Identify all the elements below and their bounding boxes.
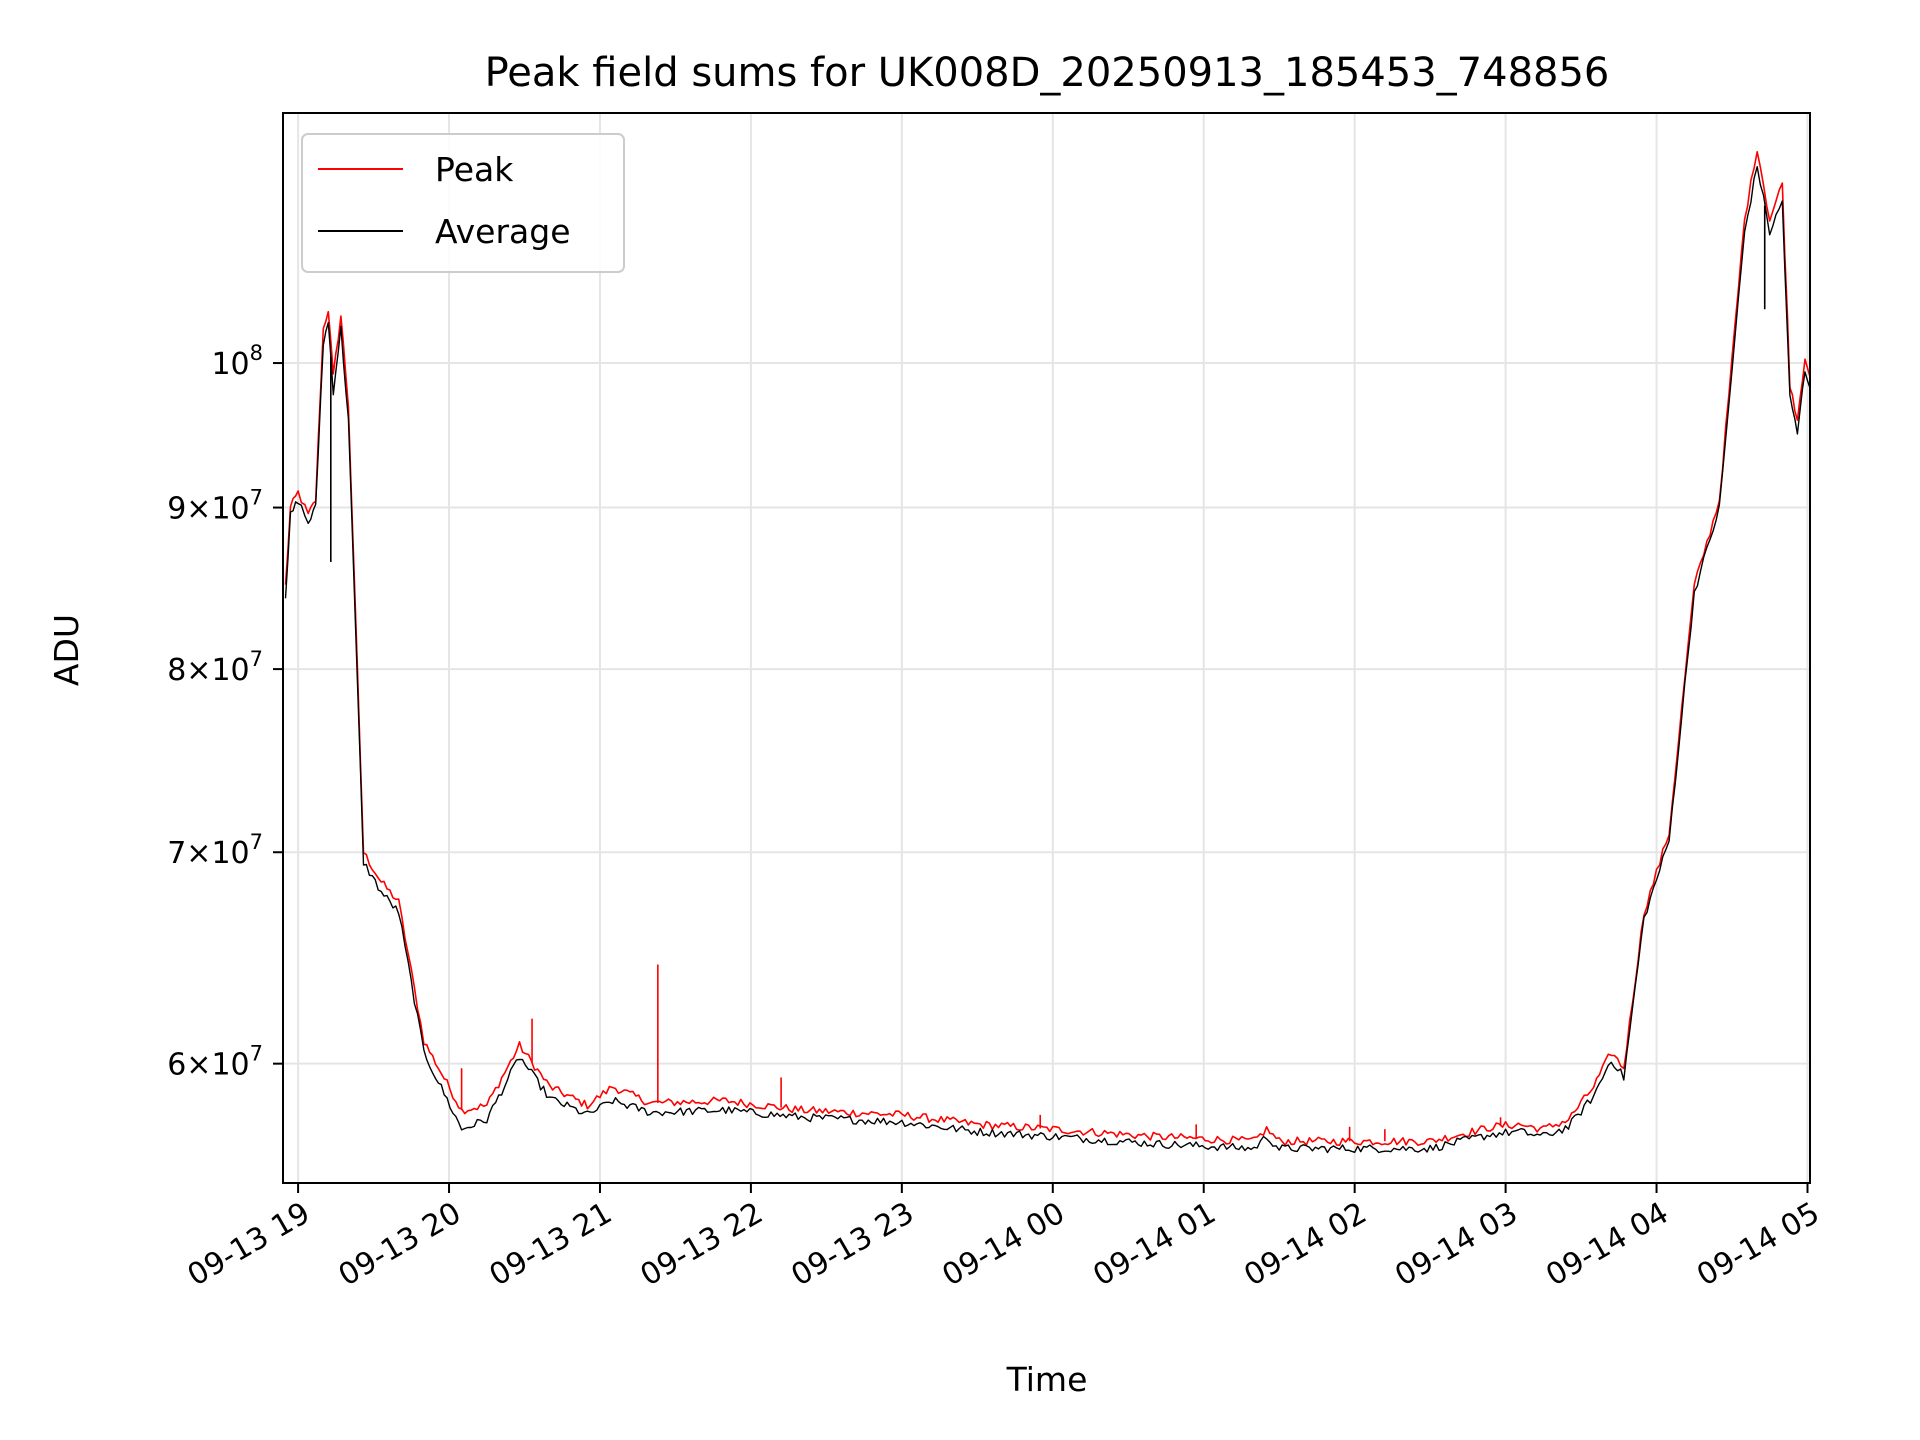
y-tick-label: 9×107 (167, 486, 263, 527)
x-axis-label: Time (1006, 1360, 1088, 1399)
legend: Peak Average (301, 133, 625, 273)
y-tick-label: 8×107 (167, 647, 263, 688)
series-line-average (284, 166, 1811, 1154)
series-line-peak (284, 151, 1811, 1147)
legend-label-average: Average (435, 212, 571, 251)
series-layer (284, 151, 1811, 1154)
legend-label-peak: Peak (435, 150, 514, 189)
chart-title: Peak field sums for UK008D_20250913_1854… (485, 50, 1610, 96)
plot-frame (282, 112, 1811, 1184)
y-axis: 6×107 7×107 8×107 9×107 108 (167, 341, 283, 1083)
y-tick-label: 7×107 (167, 830, 263, 871)
grid-lines (283, 113, 1810, 1183)
y-tick-label: 108 (211, 341, 263, 382)
y-axis-label: ADU (47, 614, 86, 686)
y-tick-label: 6×107 (167, 1042, 263, 1083)
